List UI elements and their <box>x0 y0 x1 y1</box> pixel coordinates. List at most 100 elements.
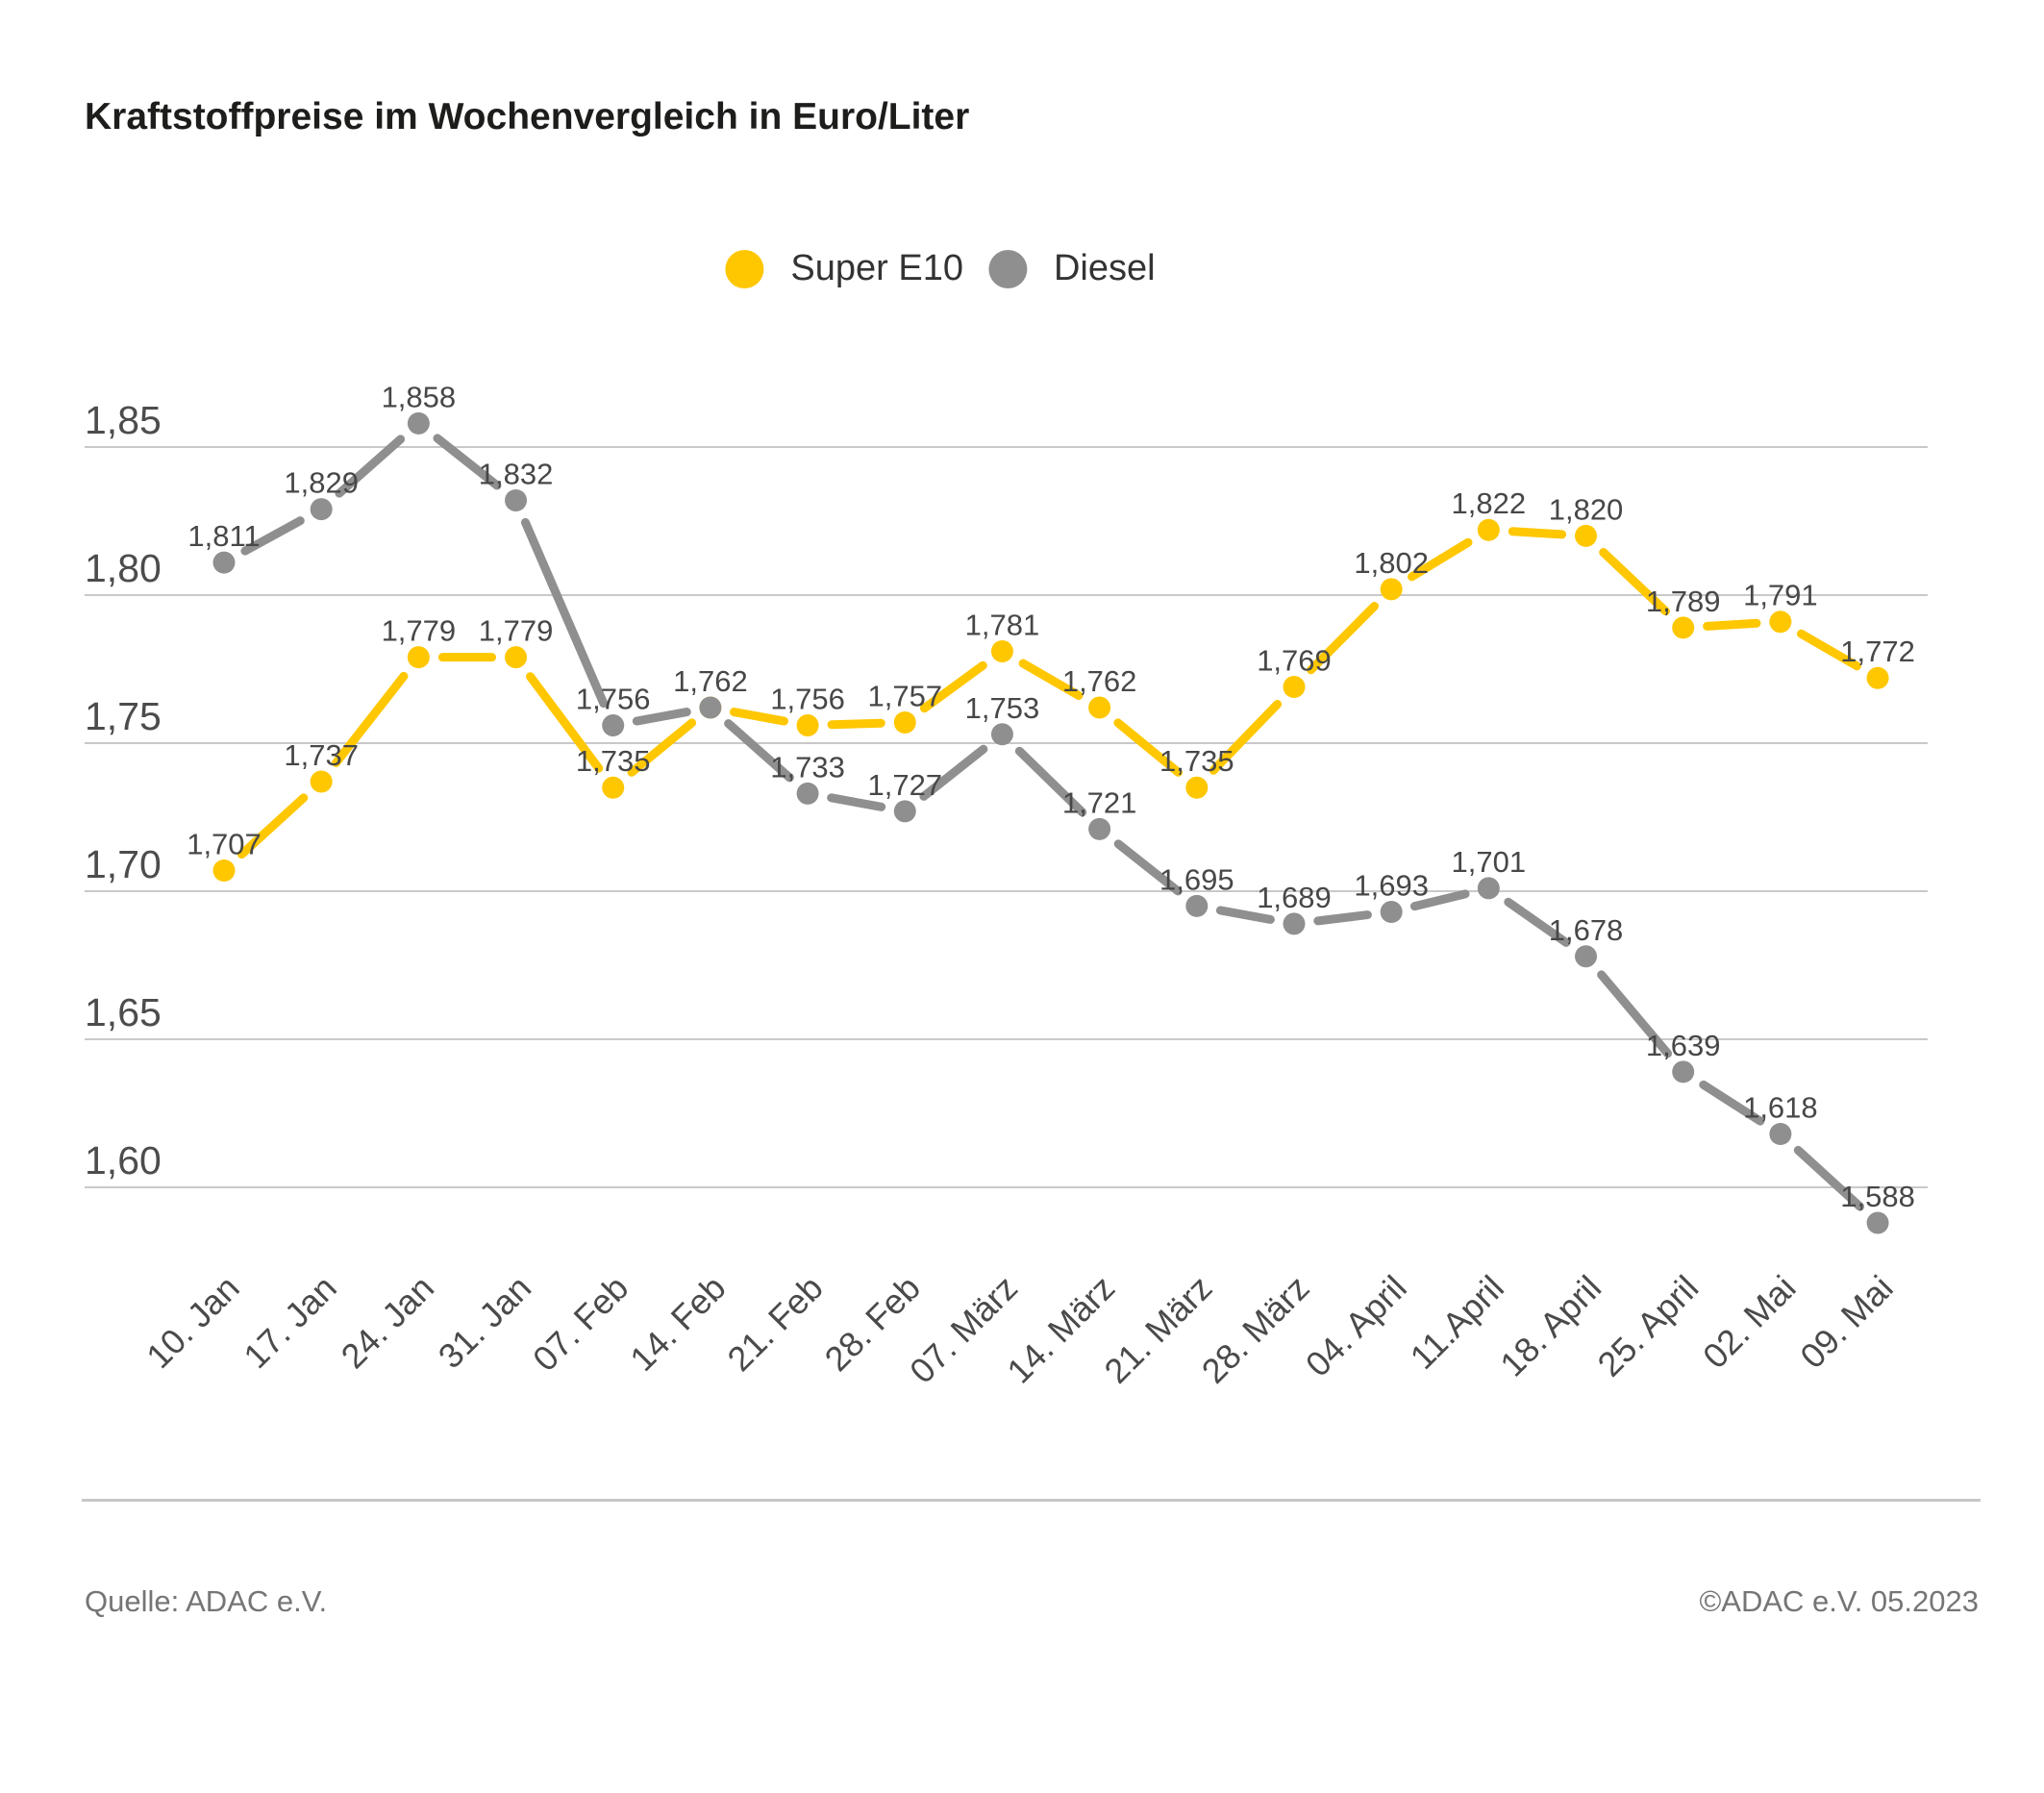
data-label-super-e10: 1,757 <box>867 679 942 712</box>
x-axis-label: 28. März <box>1194 1268 1317 1391</box>
x-axis-label: 21. Feb <box>719 1268 830 1379</box>
data-point-diesel <box>1283 912 1306 935</box>
x-axis-label: 24. Jan <box>334 1268 441 1376</box>
data-point-super-e10 <box>1185 776 1209 799</box>
data-label-super-e10: 1,737 <box>284 738 359 772</box>
line-segment-diesel <box>1793 1145 1865 1211</box>
data-label-diesel: 1,733 <box>770 750 845 784</box>
data-point-diesel <box>1088 817 1111 840</box>
data-label-super-e10: 1,735 <box>576 744 651 778</box>
line-segment-diesel <box>1313 910 1372 926</box>
line-segment-diesel <box>1409 889 1470 911</box>
data-point-super-e10 <box>1088 696 1111 719</box>
line-segment-super-e10 <box>1797 629 1861 671</box>
line-segment-diesel <box>433 434 502 490</box>
data-label-diesel: 1,858 <box>382 380 457 413</box>
data-point-super-e10 <box>407 646 430 669</box>
data-point-diesel <box>505 488 528 511</box>
data-point-diesel <box>1672 1060 1695 1083</box>
line-segment-super-e10 <box>525 672 604 773</box>
data-label-diesel: 1,678 <box>1549 913 1624 947</box>
data-point-diesel <box>1769 1123 1792 1146</box>
y-axis-label: 1,80 <box>85 546 162 590</box>
line-segment-diesel <box>520 517 609 709</box>
line-segment-super-e10 <box>919 660 987 713</box>
footer-divider <box>82 1499 1981 1502</box>
data-label-super-e10: 1,791 <box>1743 579 1818 612</box>
page-title: Kraftstoffpreise im Wochenvergleich in E… <box>85 96 970 137</box>
line-segment-diesel <box>827 793 886 811</box>
line-segment-diesel <box>240 516 305 556</box>
line-segment-super-e10 <box>332 671 409 767</box>
data-point-super-e10 <box>893 710 916 734</box>
data-label-super-e10: 1,822 <box>1452 486 1527 520</box>
data-point-diesel <box>310 498 333 521</box>
line-segment-super-e10 <box>627 718 697 777</box>
line-segment-diesel <box>1504 897 1571 947</box>
data-label-diesel: 1,753 <box>965 691 1040 725</box>
data-label-super-e10: 1,735 <box>1159 744 1234 778</box>
data-label-super-e10: 1,707 <box>187 827 262 860</box>
y-axis-label: 1,60 <box>85 1138 162 1183</box>
data-label-diesel: 1,762 <box>673 664 748 698</box>
x-axis-label: 09. Mai <box>1792 1268 1900 1376</box>
data-label-diesel: 1,618 <box>1743 1091 1818 1125</box>
data-label-super-e10: 1,802 <box>1354 546 1429 580</box>
data-point-super-e10 <box>212 859 236 882</box>
y-axis-label: 1,75 <box>85 694 162 738</box>
line-segment-diesel <box>1699 1080 1765 1126</box>
data-label-super-e10: 1,781 <box>965 609 1040 642</box>
data-point-diesel <box>990 723 1013 746</box>
data-label-diesel: 1,727 <box>867 768 942 802</box>
line-segment-super-e10 <box>1408 537 1473 582</box>
x-axis-label: 21. März <box>1096 1268 1219 1391</box>
data-label-super-e10: 1,820 <box>1549 492 1624 526</box>
data-point-super-e10 <box>1769 610 1792 634</box>
data-point-diesel <box>1866 1211 1889 1234</box>
chart-legend: Super E10 Diesel <box>725 248 1156 289</box>
y-axis-label: 1,70 <box>85 842 162 886</box>
data-label-diesel: 1,639 <box>1646 1029 1721 1062</box>
data-point-diesel <box>796 782 819 805</box>
data-label-diesel: 1,811 <box>187 519 260 553</box>
line-segment-diesel <box>1014 746 1087 817</box>
line-segment-diesel <box>1113 839 1183 896</box>
line-segment-diesel <box>335 435 406 498</box>
line-segment-diesel <box>724 719 794 783</box>
legend-dot-super-e10-icon <box>725 249 764 288</box>
y-axis-label: 1,65 <box>85 990 162 1034</box>
data-label-diesel: 1,693 <box>1354 869 1429 903</box>
copyright-note: ©ADAC e.V. 05.2023 <box>1699 1584 1979 1618</box>
line-segment-super-e10 <box>1599 548 1671 616</box>
data-point-diesel <box>1575 945 1598 968</box>
line-segment-super-e10 <box>237 793 309 859</box>
data-label-super-e10: 1,779 <box>479 614 554 648</box>
x-axis-label: 14. März <box>999 1268 1122 1391</box>
data-label-diesel: 1,588 <box>1840 1180 1915 1213</box>
data-label-diesel: 1,701 <box>1452 845 1527 879</box>
data-label-super-e10: 1,769 <box>1257 643 1332 677</box>
data-point-super-e10 <box>602 776 625 799</box>
data-point-diesel <box>1380 901 1403 924</box>
data-point-super-e10 <box>1283 675 1306 698</box>
legend-label-diesel: Diesel <box>1053 248 1156 288</box>
line-segment-super-e10 <box>1018 659 1084 701</box>
legend-dot-diesel-icon <box>987 249 1027 288</box>
data-point-diesel <box>1477 877 1500 900</box>
data-label-diesel: 1,756 <box>576 683 651 716</box>
data-point-super-e10 <box>1575 524 1598 547</box>
x-axis-label: 17. Jan <box>236 1268 343 1376</box>
y-axis-label: 1,85 <box>85 398 162 442</box>
x-axis-label: 07. Feb <box>525 1268 636 1379</box>
line-segment-diesel <box>1597 970 1673 1058</box>
data-label-super-e10: 1,789 <box>1646 585 1721 618</box>
legend-label-super-e10: Super E10 <box>790 248 963 288</box>
data-label-diesel: 1,721 <box>1062 785 1137 819</box>
legend-item-super-e10: Super E10 <box>725 248 963 289</box>
data-label-super-e10: 1,779 <box>382 614 457 648</box>
x-axis-label: 18. April <box>1492 1268 1608 1384</box>
data-point-super-e10 <box>1866 666 1889 689</box>
data-point-super-e10 <box>1672 616 1695 639</box>
